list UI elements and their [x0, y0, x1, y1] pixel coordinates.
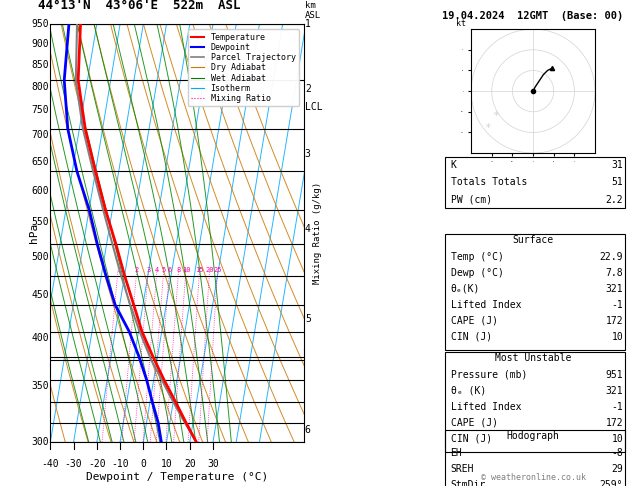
Text: 172: 172 [606, 316, 623, 326]
Text: LCL: LCL [305, 102, 323, 112]
Text: 5: 5 [162, 266, 166, 273]
Text: SREH: SREH [450, 464, 474, 473]
Bar [445, 430, 625, 486]
Text: CIN (J): CIN (J) [450, 434, 492, 444]
Text: -8: -8 [611, 448, 623, 457]
Bar [445, 234, 625, 350]
Text: θₑ (K): θₑ (K) [450, 386, 486, 396]
Text: 4: 4 [305, 224, 311, 234]
Text: 51: 51 [611, 177, 623, 187]
Text: 20: 20 [206, 266, 214, 273]
Text: 450: 450 [31, 290, 49, 300]
Text: 30: 30 [207, 459, 219, 469]
Text: 500: 500 [31, 252, 49, 262]
Text: 172: 172 [606, 418, 623, 428]
Text: 800: 800 [31, 82, 49, 92]
Text: Dewp (°C): Dewp (°C) [450, 268, 503, 278]
Text: CIN (J): CIN (J) [450, 332, 492, 342]
Legend: Temperature, Dewpoint, Parcel Trajectory, Dry Adiabat, Wet Adiabat, Isotherm, Mi: Temperature, Dewpoint, Parcel Trajectory… [188, 29, 299, 106]
Text: 1: 1 [116, 266, 120, 273]
Text: 29: 29 [611, 464, 623, 473]
Text: 10: 10 [160, 459, 172, 469]
Text: 8: 8 [177, 266, 181, 273]
Text: 5: 5 [305, 313, 311, 324]
Text: 44°13'N  43°06'E  522m  ASL: 44°13'N 43°06'E 522m ASL [38, 0, 240, 12]
Text: Totals Totals: Totals Totals [450, 177, 527, 187]
Text: kt: kt [456, 19, 466, 28]
Text: -30: -30 [65, 459, 82, 469]
Text: *: * [484, 123, 491, 133]
Text: Most Unstable: Most Unstable [495, 353, 571, 363]
Text: Dewpoint / Temperature (°C): Dewpoint / Temperature (°C) [86, 471, 268, 482]
Text: 300: 300 [31, 437, 49, 447]
Text: 4: 4 [155, 266, 159, 273]
Text: hPa: hPa [29, 223, 39, 243]
Text: 321: 321 [606, 284, 623, 294]
Text: 259°: 259° [599, 480, 623, 486]
Text: 951: 951 [606, 370, 623, 380]
Text: PW (cm): PW (cm) [450, 195, 492, 205]
Text: 321: 321 [606, 386, 623, 396]
Text: 400: 400 [31, 333, 49, 343]
Text: 22.9: 22.9 [599, 252, 623, 261]
Text: 2.2: 2.2 [606, 195, 623, 205]
Text: 0: 0 [140, 459, 146, 469]
Text: 31: 31 [611, 159, 623, 170]
Bar [445, 156, 625, 208]
Text: 3: 3 [305, 149, 311, 159]
Text: -1: -1 [611, 402, 623, 412]
Text: 15: 15 [196, 266, 204, 273]
Text: 600: 600 [31, 186, 49, 196]
Text: Hodograph: Hodograph [506, 431, 560, 441]
Text: *: * [493, 111, 499, 121]
Text: 10: 10 [611, 332, 623, 342]
Text: 2: 2 [305, 84, 311, 94]
Text: 25: 25 [213, 266, 222, 273]
Text: 3: 3 [147, 266, 150, 273]
Text: 10: 10 [611, 434, 623, 444]
Text: 6: 6 [167, 266, 172, 273]
Text: Mixing Ratio (g/kg): Mixing Ratio (g/kg) [313, 182, 322, 284]
Text: 650: 650 [31, 157, 49, 167]
Text: K: K [450, 159, 457, 170]
Text: -20: -20 [88, 459, 106, 469]
Text: 750: 750 [31, 105, 49, 115]
Text: 900: 900 [31, 39, 49, 49]
Text: Lifted Index: Lifted Index [450, 402, 521, 412]
Text: 700: 700 [31, 130, 49, 140]
Text: CAPE (J): CAPE (J) [450, 418, 498, 428]
Text: 350: 350 [31, 382, 49, 391]
Text: 1: 1 [305, 19, 311, 29]
Text: -1: -1 [611, 300, 623, 310]
Text: -40: -40 [42, 459, 59, 469]
Text: 6: 6 [305, 425, 311, 435]
Text: Pressure (mb): Pressure (mb) [450, 370, 527, 380]
Text: 19.04.2024  12GMT  (Base: 00): 19.04.2024 12GMT (Base: 00) [442, 11, 624, 21]
Text: km
ASL: km ASL [305, 0, 321, 20]
Text: © weatheronline.co.uk: © weatheronline.co.uk [481, 473, 586, 482]
Text: EH: EH [450, 448, 462, 457]
Text: 850: 850 [31, 60, 49, 69]
Text: 10: 10 [182, 266, 190, 273]
Text: 2: 2 [135, 266, 139, 273]
Bar [445, 352, 625, 452]
Text: 950: 950 [31, 19, 49, 29]
Text: 7.8: 7.8 [606, 268, 623, 278]
Text: 550: 550 [31, 217, 49, 227]
Text: Surface: Surface [513, 235, 554, 245]
Text: 20: 20 [184, 459, 196, 469]
Text: Temp (°C): Temp (°C) [450, 252, 503, 261]
Text: CAPE (J): CAPE (J) [450, 316, 498, 326]
Text: -10: -10 [111, 459, 129, 469]
Text: StmDir: StmDir [450, 480, 486, 486]
Text: θₑ(K): θₑ(K) [450, 284, 480, 294]
Text: Lifted Index: Lifted Index [450, 300, 521, 310]
